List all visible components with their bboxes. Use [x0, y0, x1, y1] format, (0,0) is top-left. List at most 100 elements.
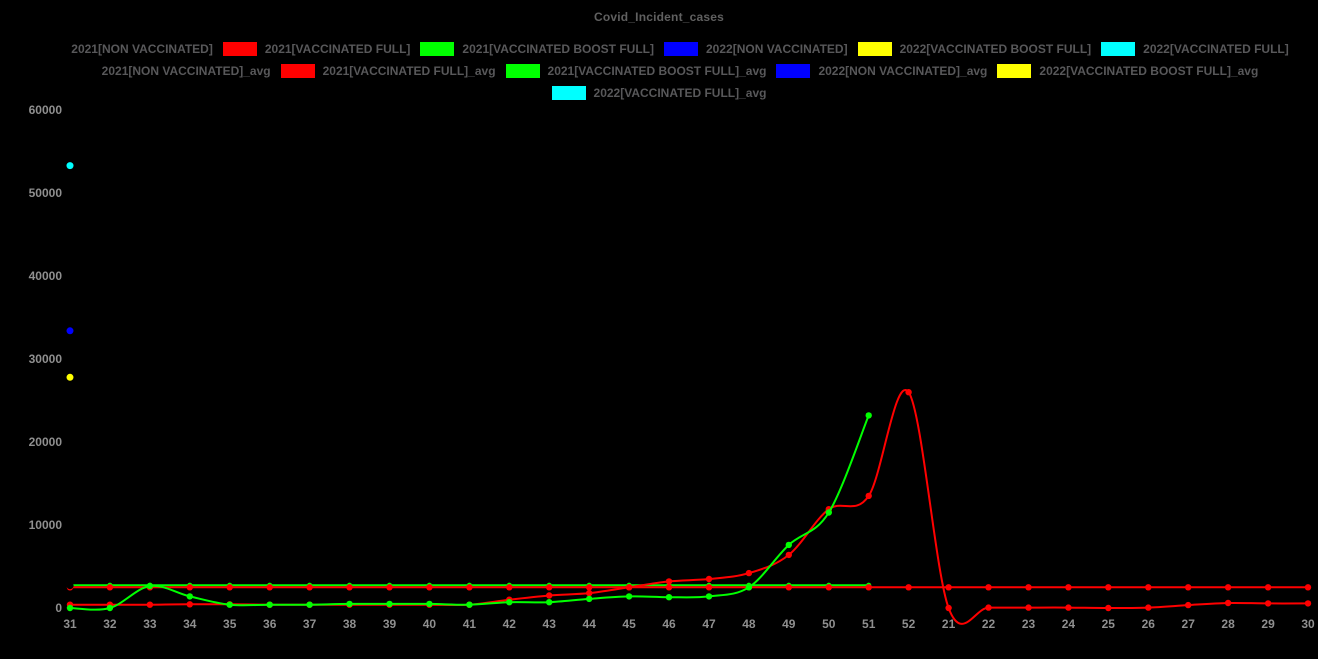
series-point — [1145, 584, 1152, 591]
y-axis-label: 40000 — [29, 269, 63, 283]
series-point — [1264, 600, 1272, 607]
legend-item-2022-non-vaccinated[interactable]: 2022[NON VACCINATED] — [664, 42, 848, 56]
series-point — [466, 584, 473, 591]
series-point — [945, 584, 952, 591]
legend-item-2021-vaccinated-boost-full[interactable]: 2021[VACCINATED BOOST FULL] — [420, 42, 654, 56]
legend-item-2022-non-vaccinated-avg[interactable]: 2022[NON VACCINATED]_avg — [776, 64, 987, 78]
x-axis-label: 40 — [423, 617, 437, 631]
series-point — [546, 599, 553, 606]
x-axis-label: 49 — [782, 617, 796, 631]
series-2022-vaccinated-full — [66, 162, 74, 170]
series-point — [386, 584, 393, 591]
series-point — [1025, 584, 1032, 591]
legend-row: 2021[NON VACCINATED] 2021[VACCINATED FULL… — [0, 38, 1318, 60]
y-axis-label: 10000 — [29, 518, 63, 532]
series-point — [546, 592, 553, 599]
series-point — [705, 575, 713, 583]
legend-swatch — [857, 42, 892, 56]
legend-label: 2022[VACCINATED BOOST FULL]_avg — [1039, 64, 1259, 78]
x-axis-label: 26 — [1142, 617, 1156, 631]
series-point — [1185, 584, 1192, 591]
legend-item-2022-vaccinated-full[interactable]: 2022[VACCINATED FULL] — [1101, 42, 1289, 56]
legend-label: 2022[NON VACCINATED] — [706, 42, 848, 56]
series-point — [785, 584, 792, 591]
legend-label: 2021[VACCINATED FULL] — [264, 42, 411, 56]
legend-row: 2022[VACCINATED FULL]_avg — [0, 82, 1318, 104]
x-axis-label: 36 — [263, 617, 277, 631]
legend-label: 2022[NON VACCINATED]_avg — [818, 64, 988, 78]
legend-swatch — [551, 86, 586, 100]
series-point — [705, 593, 713, 600]
x-axis-label: 21 — [942, 617, 956, 631]
series-point — [905, 584, 912, 591]
series-point — [785, 551, 792, 559]
series-point — [546, 584, 553, 591]
x-axis-label: 33 — [143, 617, 157, 631]
legend-label: 2022[VACCINATED FULL] — [1143, 42, 1289, 56]
legend-item-2022-vaccinated-boost-full[interactable]: 2022[VACCINATED BOOST FULL] — [857, 42, 1092, 56]
series-point — [665, 584, 673, 591]
x-axis-label: 25 — [1102, 617, 1116, 631]
series-point — [825, 509, 832, 516]
series-2022-non-vaccinated — [66, 327, 74, 335]
series-line — [69, 415, 870, 611]
x-axis-label: 24 — [1062, 617, 1076, 631]
series-point — [1224, 599, 1232, 607]
series-point — [146, 601, 154, 608]
series-point — [346, 584, 353, 591]
series-2021-vaccinated-boost-full — [66, 412, 872, 612]
x-axis-label: 51 — [862, 617, 876, 631]
series-point — [346, 600, 353, 608]
series-point — [306, 584, 313, 591]
x-axis-label: 39 — [383, 617, 397, 631]
series-point — [266, 601, 273, 608]
y-axis-label: 0 — [55, 601, 62, 615]
series-point — [865, 492, 872, 500]
y-axis-label: 50000 — [29, 186, 63, 200]
x-axis-label: 38 — [343, 617, 357, 631]
series-point — [226, 601, 233, 608]
legend-item-2021-non-vaccinated-avg[interactable]: 2021[NON VACCINATED]_avg — [59, 64, 271, 78]
series-2022-vaccinated-boost-full — [66, 373, 74, 381]
series-point — [1145, 604, 1152, 611]
series-point — [1105, 604, 1112, 612]
series-point — [1185, 601, 1192, 609]
legend-swatch — [505, 64, 540, 78]
x-axis-label: 31 — [63, 617, 77, 631]
legend-label: 2021[VACCINATED BOOST FULL] — [462, 42, 654, 56]
legend-item-2021-non-vaccinated[interactable]: 2021[NON VACCINATED] — [29, 42, 213, 56]
series-point — [466, 601, 473, 608]
x-axis-label: 43 — [543, 617, 557, 631]
series-point — [186, 601, 193, 608]
series-line — [70, 388, 1309, 625]
series-point — [625, 584, 633, 591]
legend-swatch — [1101, 42, 1136, 56]
series-point — [905, 389, 912, 396]
y-axis-label: 60000 — [29, 103, 63, 117]
series-point — [745, 584, 753, 591]
x-axis-label: 27 — [1182, 617, 1196, 631]
series-point — [186, 593, 193, 600]
legend-label: 2022[VACCINATED BOOST FULL] — [899, 42, 1092, 56]
series-point — [665, 578, 673, 585]
x-axis-label: 28 — [1221, 617, 1235, 631]
legend-swatch — [776, 64, 811, 78]
series-point — [266, 584, 273, 591]
legend-item-2021-vaccinated-full-avg[interactable]: 2021[VACCINATED FULL]_avg — [280, 64, 496, 78]
legend: 2021[NON VACCINATED] 2021[VACCINATED FULL… — [0, 38, 1318, 104]
x-axis-label: 30 — [1301, 617, 1315, 631]
series-point — [66, 582, 74, 590]
x-axis-label: 29 — [1261, 617, 1275, 631]
legend-label: 2021[VACCINATED BOOST FULL]_avg — [547, 64, 767, 78]
legend-label: 2021[NON VACCINATED] — [71, 42, 213, 56]
legend-item-2022-vaccinated-boost-full-avg[interactable]: 2022[VACCINATED BOOST FULL]_avg — [997, 64, 1258, 78]
legend-item-2021-vaccinated-boost-full-avg[interactable]: 2021[VACCINATED BOOST FULL]_avg — [505, 64, 767, 78]
series-point — [306, 601, 313, 608]
legend-item-2021-vaccinated-full[interactable]: 2021[VACCINATED FULL] — [222, 42, 411, 56]
legend-item-2022-vaccinated-full-avg[interactable]: 2022[VACCINATED FULL]_avg — [551, 86, 766, 100]
series-point — [66, 373, 74, 381]
x-axis-label: 46 — [662, 617, 676, 631]
series-point — [1304, 584, 1312, 591]
